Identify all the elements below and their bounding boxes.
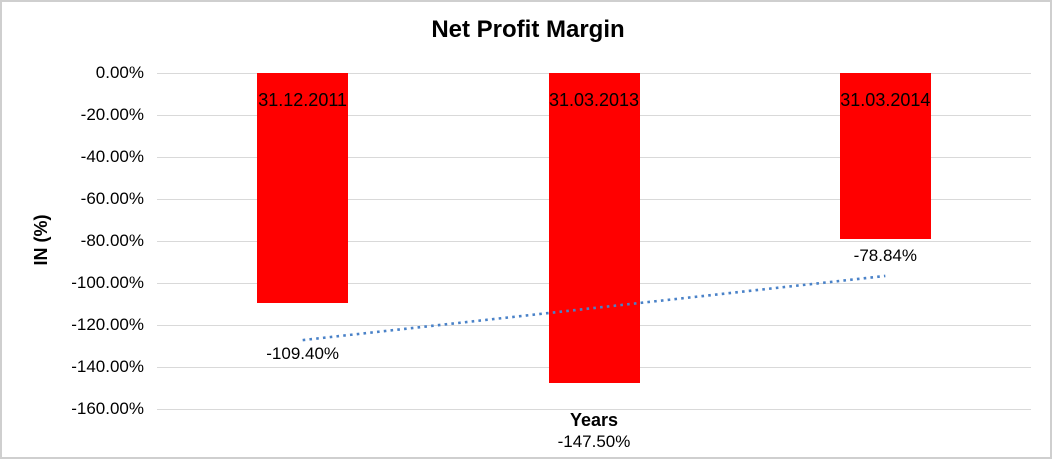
category-label: 31.03.2014	[840, 90, 931, 110]
y-tick-label: 0.00%	[95, 63, 144, 82]
gridline	[157, 408, 1031, 410]
y-tick-label: -20.00%	[80, 105, 144, 124]
bar-31.12.2011[interactable]	[257, 73, 349, 303]
data-label: -109.40%	[266, 343, 340, 363]
y-tick-label: -60.00%	[80, 189, 144, 208]
y-tick-label: -160.00%	[71, 399, 144, 418]
trendline[interactable]	[302, 274, 886, 342]
x-axis-title: Years	[569, 410, 619, 430]
data-label: -147.50%	[557, 431, 631, 451]
y-tick-label: -100.00%	[71, 273, 144, 292]
data-label: -78.84%	[853, 245, 917, 265]
bar-31.03.2014[interactable]	[839, 73, 931, 239]
category-label: 31.12.2011	[258, 90, 348, 110]
y-tick-label: -140.00%	[71, 357, 144, 376]
chart-title: Net Profit Margin	[431, 16, 625, 43]
y-tick-label: -80.00%	[80, 231, 144, 250]
y-tick-label: -120.00%	[71, 315, 144, 334]
category-label: 31.03.2013	[548, 90, 640, 110]
y-tick-label: -40.00%	[80, 147, 144, 166]
bar-31.03.2013[interactable]	[548, 73, 640, 383]
